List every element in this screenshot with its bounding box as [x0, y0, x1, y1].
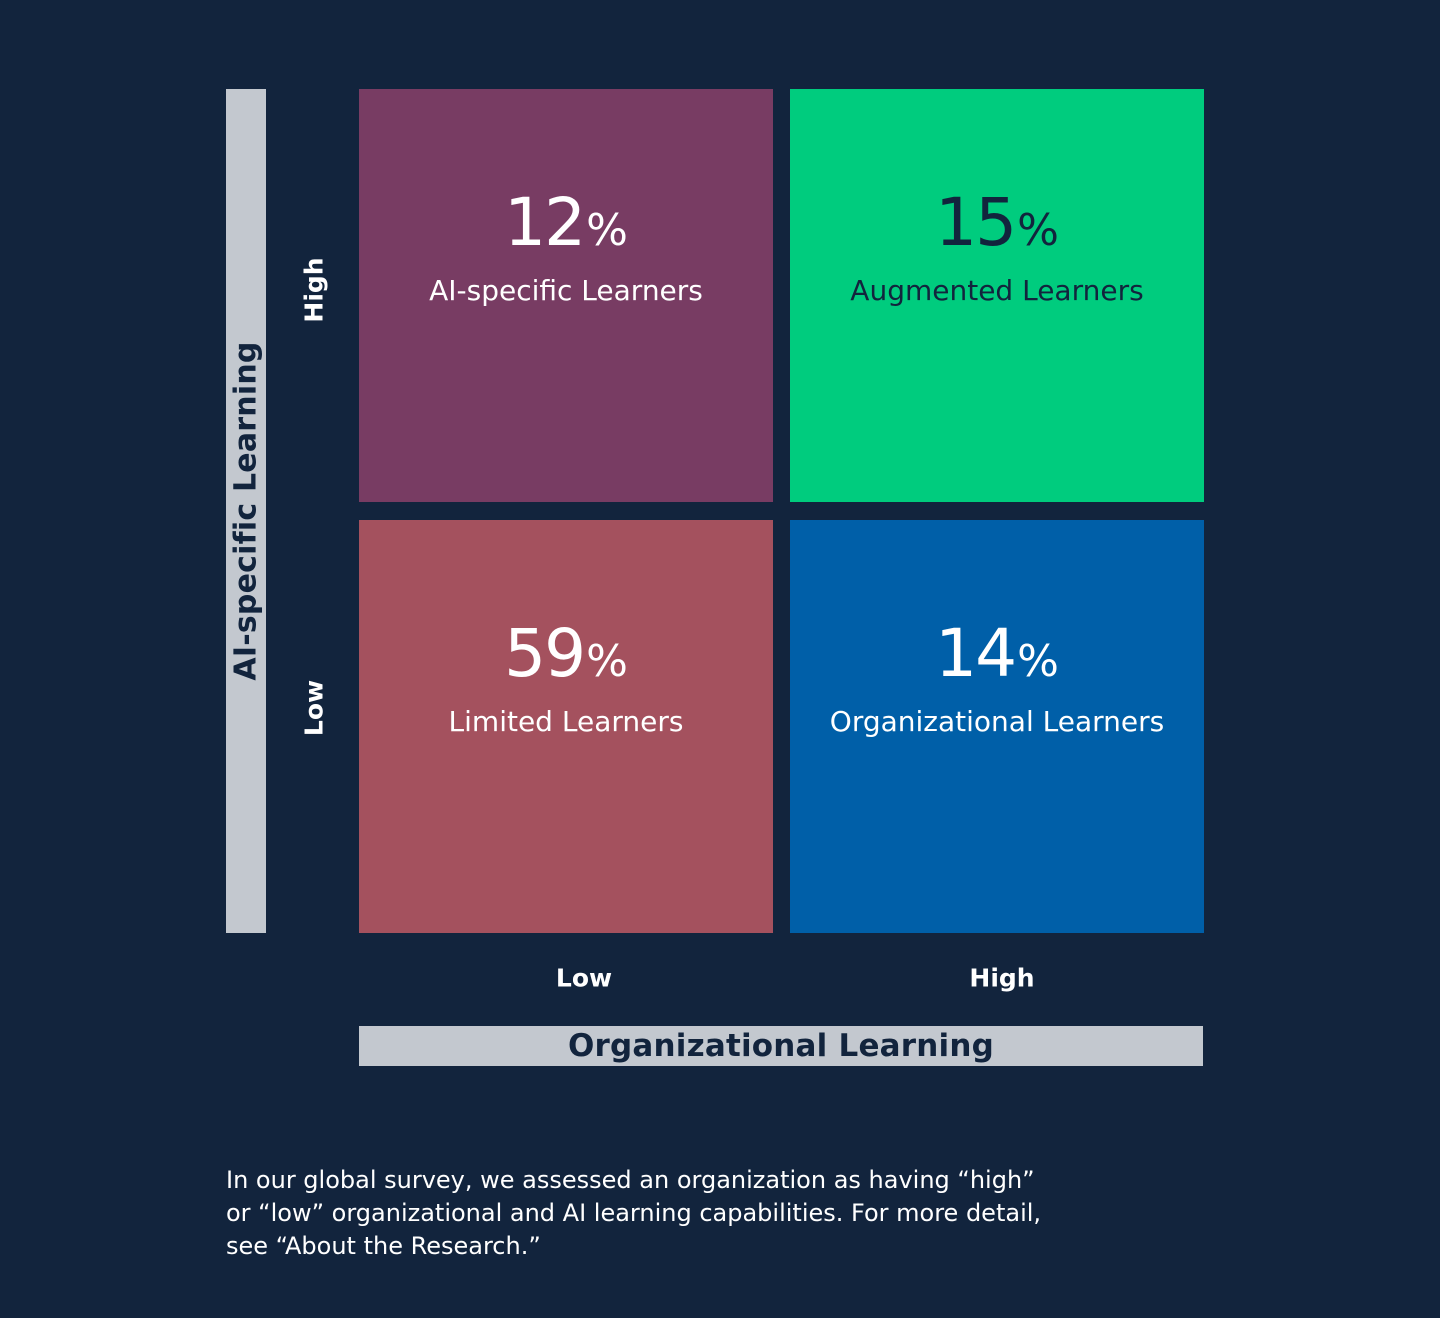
caption-line: see “About the Research.”	[226, 1232, 541, 1260]
percentage-unit: %	[1017, 635, 1059, 687]
percentage-unit: %	[1017, 204, 1059, 256]
caption-line: or “low” organizational and AI learning …	[226, 1199, 1042, 1227]
quadrant-label: AI-specific Learners	[429, 273, 703, 307]
quadrant-label: Organizational Learners	[829, 704, 1165, 738]
quadrant-percentage: 15 %	[935, 183, 1059, 261]
x-axis-title: Organizational Learning	[567, 1028, 995, 1064]
quadrant-label: Limited Learners	[448, 704, 684, 738]
caption: In our global survey, we assessed an org…	[226, 1164, 1066, 1263]
percentage-value: 12	[504, 183, 586, 261]
quadrant-limited-learners: 59 % Limited Learners	[359, 520, 773, 933]
x-level-high: High	[969, 963, 1035, 993]
y-axis-title: AI-specific Learning	[228, 341, 264, 681]
percentage-unit: %	[586, 204, 628, 256]
y-axis-bar	[226, 89, 266, 933]
percentage-value: 15	[935, 183, 1017, 261]
x-level-low: Low	[555, 963, 613, 993]
quadrant-label: Augmented Learners	[850, 273, 1144, 307]
percentage-value: 14	[935, 614, 1017, 692]
quadrant-percentage: 12 %	[504, 183, 628, 261]
quadrant-augmented-learners: 15 % Augmented Learners	[790, 89, 1204, 502]
quadrant-ai-specific-learners: 12 % AI-specific Learners	[359, 89, 773, 502]
percentage-unit: %	[586, 635, 628, 687]
y-level-high: High	[299, 257, 329, 323]
quadrant-percentage: 59 %	[504, 614, 628, 692]
caption-line: In our global survey, we assessed an org…	[226, 1166, 1035, 1194]
quadrant-organizational-learners: 14 % Organizational Learners	[790, 520, 1204, 933]
quadrant-percentage: 14 %	[935, 614, 1059, 692]
percentage-value: 59	[504, 614, 586, 692]
y-level-low: Low	[299, 679, 329, 737]
x-axis-bar: Organizational Learning	[359, 1026, 1203, 1066]
